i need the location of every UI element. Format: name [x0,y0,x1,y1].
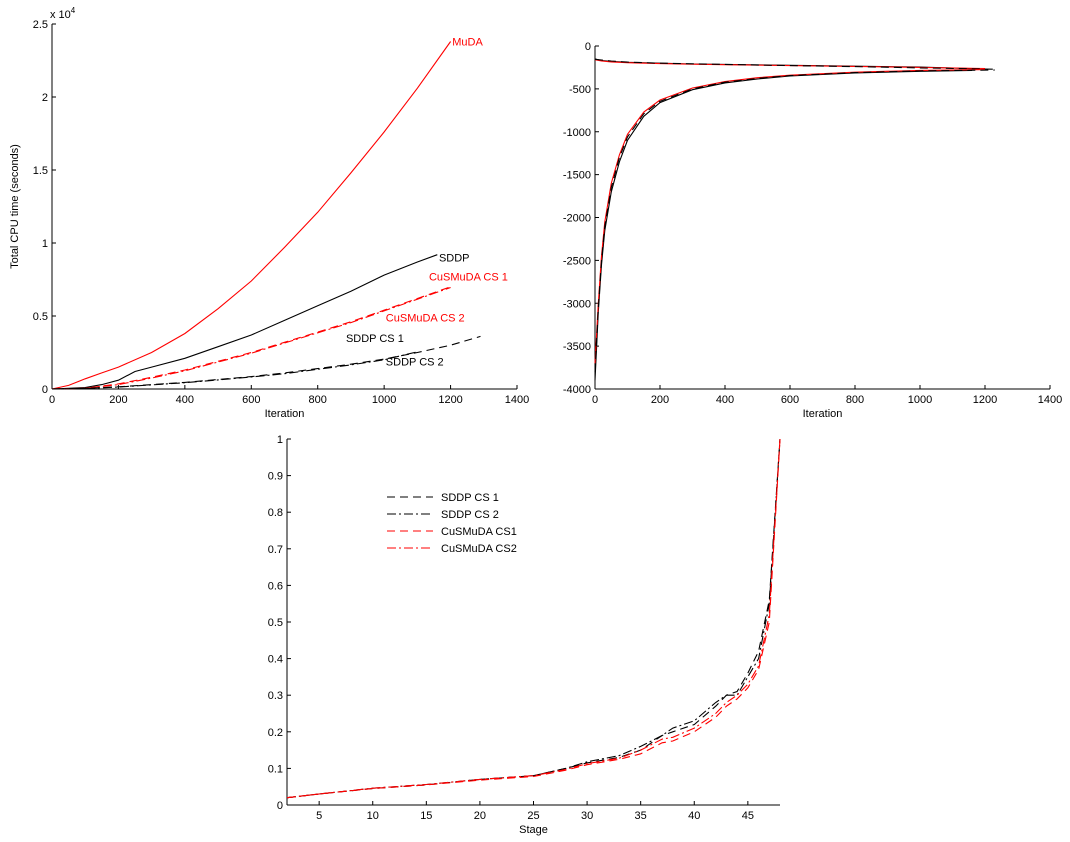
y-tick-label: -1000 [563,127,591,139]
series-sddp-cs-1 [286,438,781,799]
series-muda [51,41,452,390]
x-tick-label: 0 [49,394,55,406]
x-tick-label: 400 [176,394,194,406]
series-4 [594,69,986,364]
y-exponent-label: x 104 [50,6,76,21]
series-1 [594,59,986,70]
y-tick-label: 0 [585,41,591,53]
y-tick-label: 0.3 [268,690,283,702]
series-cusmuda-cs2 [286,438,781,799]
x-tick-label: 0 [592,394,598,406]
y-tick-label: 1 [42,238,48,250]
y-tick-label: 0.1 [268,763,283,775]
series-sddp-cs-2 [51,351,418,390]
series-cusmuda-cs-2 [51,286,451,390]
y-tick-label: 0.2 [268,727,283,739]
y-tick-label: 0.4 [268,654,283,666]
x-tick-label: 20 [474,810,486,822]
x-axis-label: Iteration [265,408,305,420]
y-tick-label: 0.5 [33,311,48,323]
x-axis-label: Iteration [803,408,843,420]
exponent-base: x 10 [50,9,71,21]
y-tick-label: 2 [42,92,48,104]
x-tick-label: 400 [716,394,734,406]
x-tick-label: 30 [581,810,593,822]
annotation-label: MuDA [452,37,483,49]
x-tick-label: 35 [635,810,647,822]
series-sddp-cs-2 [286,438,781,799]
x-tick-label: 200 [651,394,669,406]
series-5 [594,69,995,372]
y-tick-label: -4000 [563,384,591,396]
series-cusmuda-cs-1 [51,286,451,390]
y-tick-label: 0.6 [268,580,283,592]
x-tick-label: 600 [781,394,799,406]
x-tick-label: 15 [420,810,432,822]
x-tick-label: 1400 [505,394,529,406]
x-tick-label: 40 [688,810,700,822]
y-tick-label: 1 [277,434,283,446]
y-tick-label: 0.8 [268,507,283,519]
y-tick-label: -500 [569,84,591,96]
y-tick-label: 0.9 [268,471,283,483]
y-tick-label: 1.5 [33,165,48,177]
y-tick-label: 0.7 [268,544,283,556]
stage-chart: 5 10 15 20 25 30 35 40 45 0 0.1 0.2 0.3 0.4 0.5 0.6 0.7 0… [268,434,781,836]
x-tick-label: 1200 [438,394,462,406]
annotation-label: SDDP CS 1 [346,333,404,345]
exponent-power: 4 [71,6,76,15]
legend-entry: SDDP CS 1 [441,492,499,504]
x-tick-label: 600 [242,394,260,406]
annotation-label: CuSMuDA CS 1 [429,272,508,284]
y-tick-label: 2.5 [33,19,48,31]
x-tick-label: 1000 [372,394,396,406]
series-cusmuda-cs1 [286,438,781,799]
y-tick-label: -3000 [563,298,591,310]
annotation-label: SDDP CS 2 [386,356,444,368]
annotation-label: CuSMuDA CS 2 [386,312,465,324]
series-2 [594,58,995,70]
x-axis-label: Stage [519,824,548,836]
y-tick-label: -2000 [563,213,591,225]
legend-entry: CuSMuDA CS2 [441,543,517,555]
y-tick-label: 0 [42,384,48,396]
y-tick-label: 0.5 [268,617,283,629]
cpu-time-chart: 0 200 400 600 800 1000 1200 1400 0 0.5 1 1.5 2 2.5 Ite… [9,6,529,420]
x-tick-label: 1000 [908,394,932,406]
x-tick-label: 10 [367,810,379,822]
x-tick-label: 25 [527,810,539,822]
x-tick-label: 45 [742,810,754,822]
x-tick-label: 200 [109,394,127,406]
x-tick-label: 1400 [1038,394,1062,406]
legend-entry: CuSMuDA CS1 [441,526,517,538]
y-tick-label: 0 [277,800,283,812]
y-axis-label: Total CPU time (seconds) [9,144,21,269]
x-tick-label: 1200 [973,394,997,406]
bounds-chart: 0 200 400 600 800 1000 1200 1400 -4000 -3500 -3000… [563,41,1062,420]
legend-entry: SDDP CS 2 [441,509,499,521]
x-tick-label: 800 [846,394,864,406]
annotation-label: SDDP [439,253,470,265]
series-sddp [51,254,438,390]
x-tick-label: 5 [316,810,322,822]
y-tick-label: -2500 [563,255,591,267]
y-tick-label: -3500 [563,341,591,353]
x-tick-label: 800 [309,394,327,406]
y-tick-label: -1500 [563,170,591,182]
series-3 [594,69,973,381]
